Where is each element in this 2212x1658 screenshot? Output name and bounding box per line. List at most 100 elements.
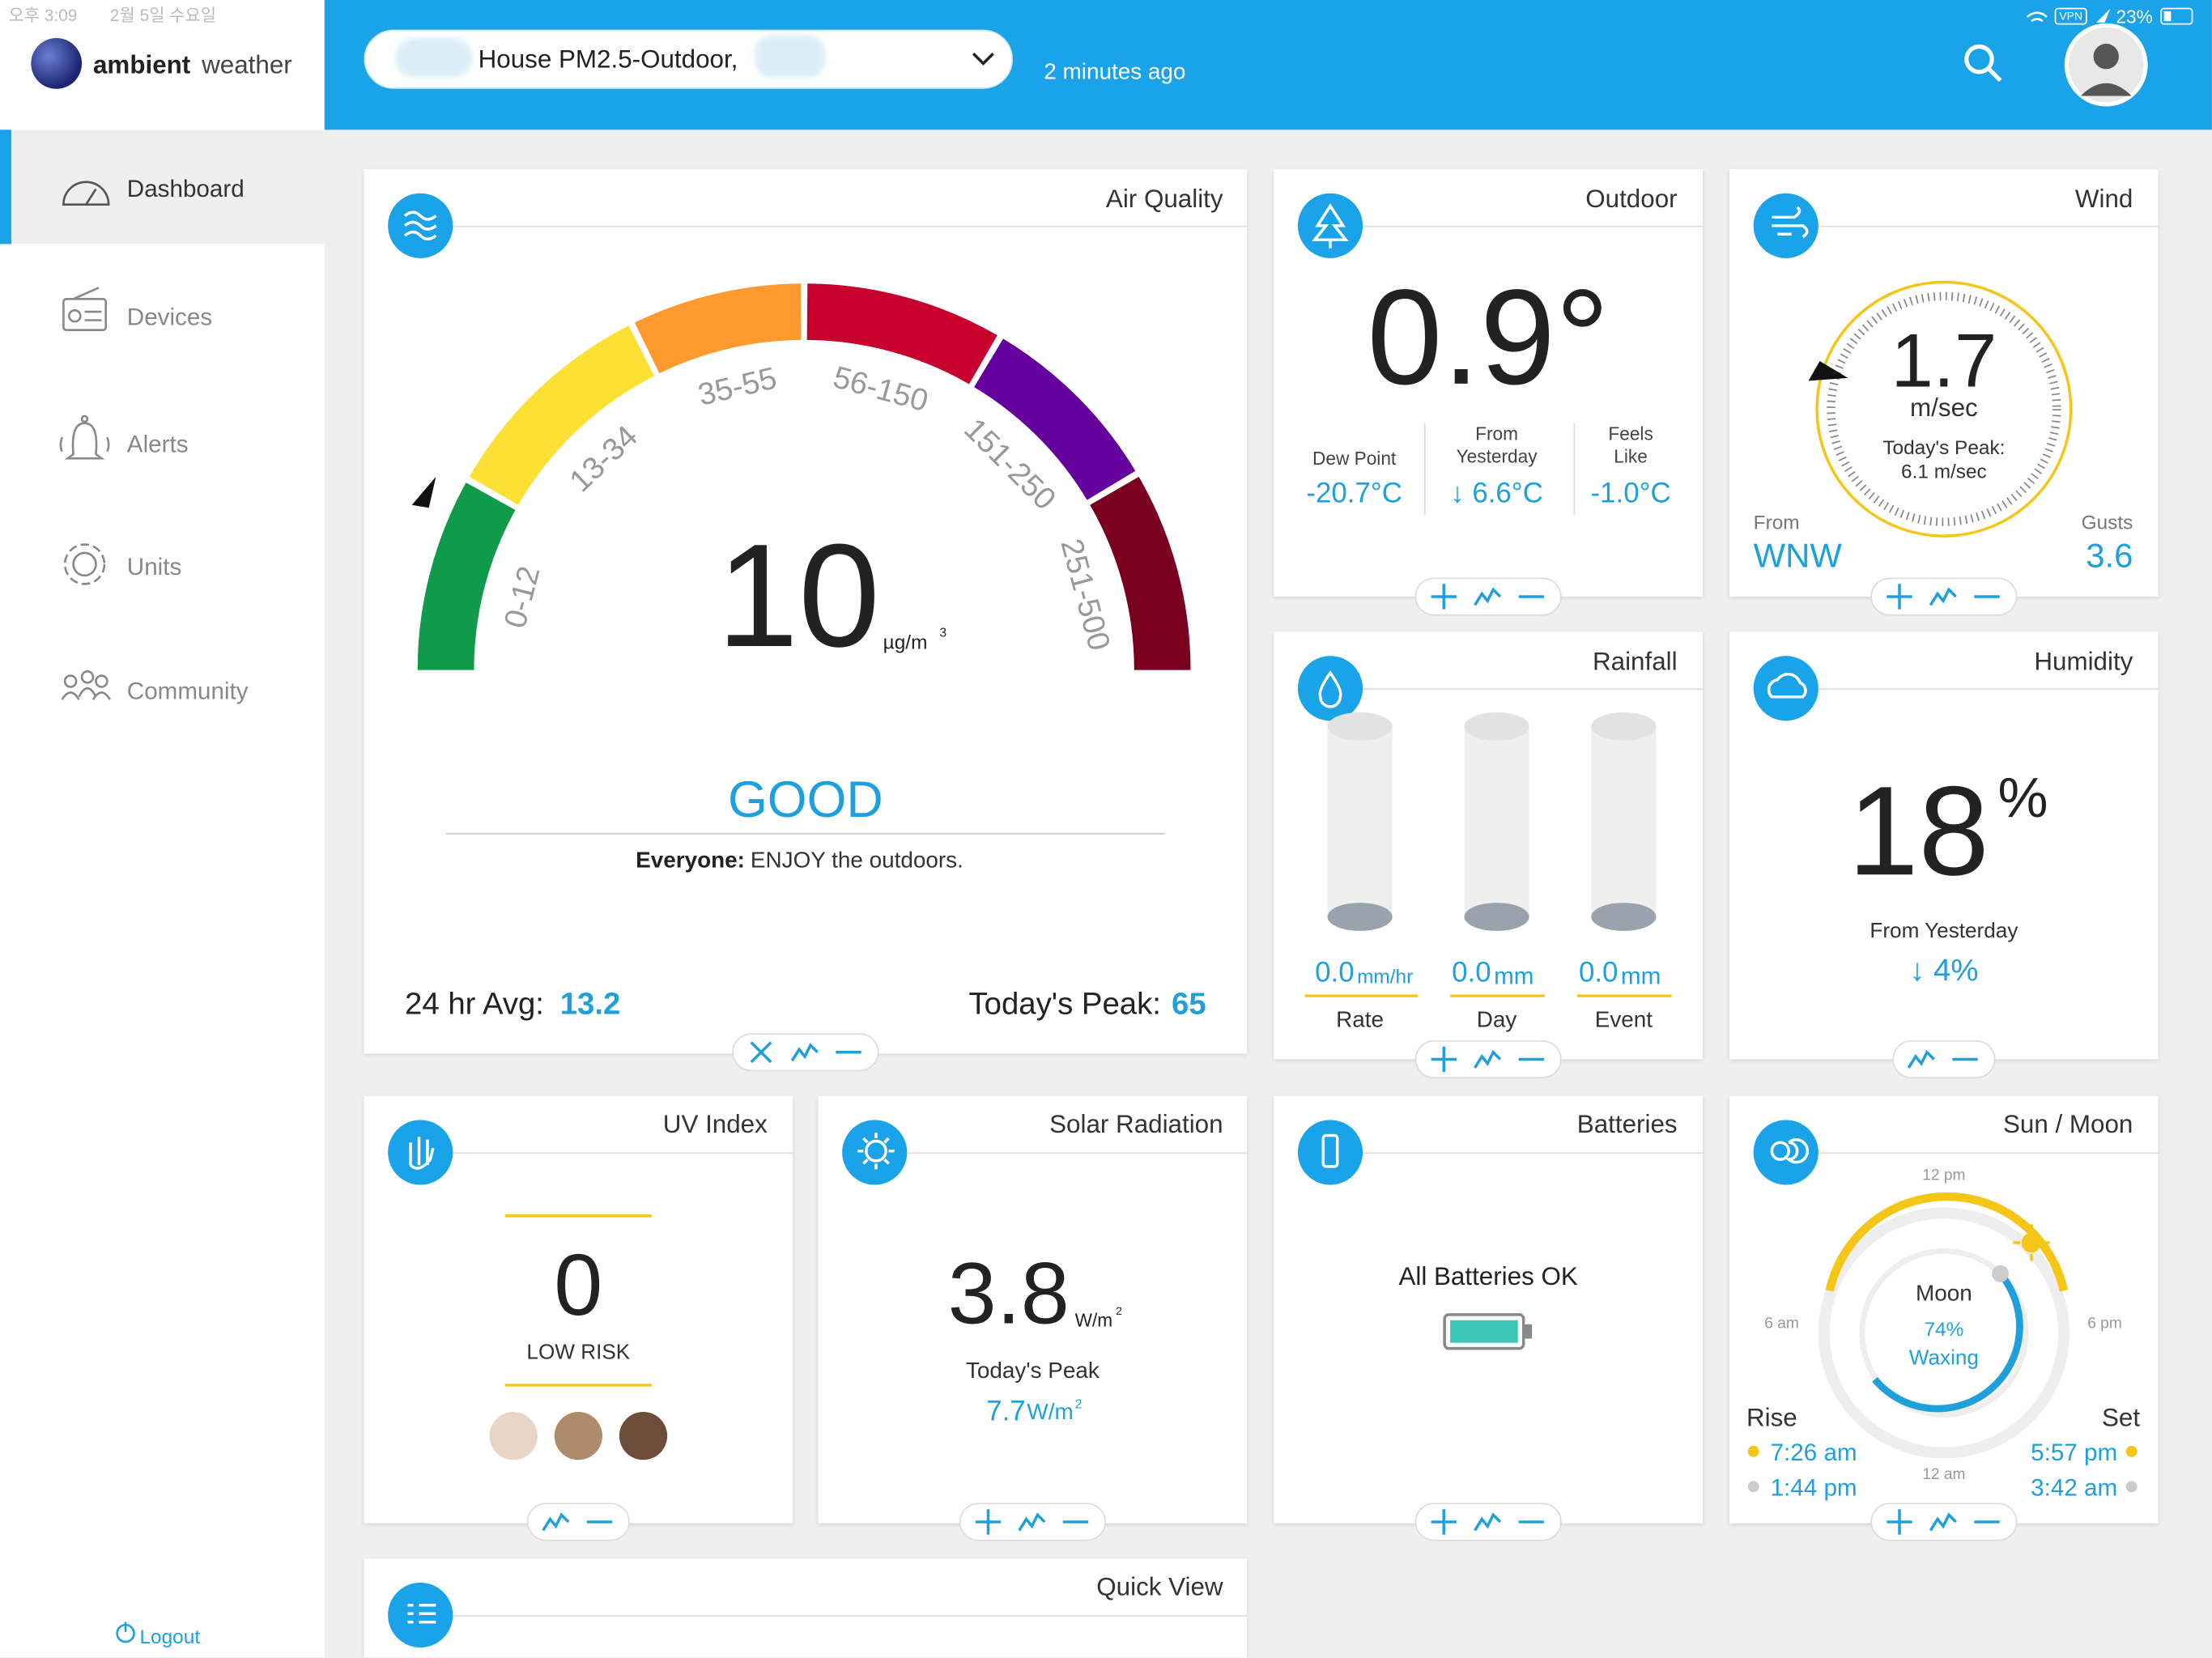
chart-button[interactable] [1929,1512,1957,1532]
card-controls [1892,1039,1996,1078]
wind-ring [1815,280,2073,538]
control-icon [1929,587,1957,606]
wind-unit: m/sec [1910,393,1978,422]
wind-peak-label: Today's Peak: [1882,436,2006,459]
gauge-needle [411,476,436,508]
card-controls [732,1033,879,1072]
status-time: 오후 3:09 [8,5,78,26]
solar-peak-label: Today's Peak [965,1359,1100,1384]
control-icon [1431,1046,1457,1073]
redacted [394,38,473,78]
card-title: Sun / Moon [2002,1110,2133,1139]
batteries-card [1274,1095,1703,1524]
nav-item[interactable]: Units [126,553,182,580]
gauge-segment [974,338,1136,500]
logout[interactable]: Logout [139,1625,201,1648]
control-icon [1018,1512,1046,1532]
controls-pill [1892,1039,1996,1078]
nav-item[interactable]: Community [126,678,249,705]
nav-icons [59,181,135,1643]
expand-button[interactable] [1431,584,1457,610]
nav-active-bar [0,130,11,244]
chart-button[interactable] [1018,1512,1046,1532]
from-yesterday: ↓ 6.6°C [1450,478,1543,509]
control-icon [1431,1509,1457,1535]
humidity-value: 18 [1848,761,1989,903]
chart-button[interactable] [1474,1512,1502,1532]
aq-unit: µg/m [883,630,928,653]
card-controls [1414,577,1562,616]
moon-set: 3:42 am [2031,1474,2118,1502]
card-controls [1870,577,2018,616]
chart-button[interactable] [1474,587,1502,606]
expand-button[interactable] [975,1509,1002,1535]
rain-value: 0.0 [1452,958,1491,989]
control-icon [1431,584,1457,610]
gauge-range-label: 0-12 [498,563,547,631]
aq-advice: ENJOY the outdoors. [750,848,963,874]
aq-advice-label: Everyone: [636,848,745,874]
card-controls [1870,1503,2018,1541]
rain-unit: mm [1494,963,1534,990]
dew-point: -20.7°C [1306,478,1402,509]
nav-item[interactable]: Alerts [126,431,189,458]
expand-button[interactable] [1431,1509,1457,1535]
chart-button[interactable] [1907,1049,1935,1069]
device-name[interactable]: House PM2.5-Outdoor, [478,45,738,74]
uv-lines [504,1214,652,1387]
battery-icon [1443,1313,1533,1350]
aq-avg-label: 24 hr Avg: [405,985,544,1022]
control-icon [1474,1049,1502,1069]
outdoor-dividers [1423,423,1576,515]
wind-arrow [1808,361,1848,381]
card-title: Wind [2074,185,2133,214]
humidity-from-label: From Yesterday [1870,919,2018,943]
aq-unit-sup: 3 [939,625,947,640]
expand-button[interactable] [1887,1509,1912,1535]
gusts: 3.6 [2086,537,2133,576]
aq-value: 10 [717,514,880,679]
moon-percent: 74% [1924,1317,1964,1341]
card-title: Solar Radiation [1049,1110,1223,1139]
from-yesterday-label: From Yesterday [1456,423,1538,467]
rain-unit: mm [1620,963,1661,990]
quick-view-card [364,1558,1248,1658]
feels-like: -1.0°C [1590,478,1671,509]
gauge-segment [417,483,516,670]
rise-label: Rise [1746,1403,1797,1432]
humidity-change: ↓ 4% [1909,952,1979,988]
brand-light: weather [202,50,292,79]
dial-label: 12 pm [1922,1167,1966,1184]
chart-button[interactable] [1929,587,1957,606]
controls-pill [526,1503,630,1541]
solar-peak-unit: W/m [1027,1401,1074,1425]
aq-avg: 13.2 [559,985,621,1022]
rain-unit: mm/hr [1357,964,1414,988]
solar-card [818,1095,1248,1524]
sun-rise: 7:26 am [1770,1439,1857,1467]
expand-button[interactable] [1887,584,1912,610]
chart-button[interactable] [790,1043,819,1062]
outdoor-temp: 0.9° [1367,262,1610,414]
dial-label: 6 am [1764,1315,1799,1333]
card-icons [403,203,1810,1624]
nav-item[interactable]: Dashboard [126,175,245,203]
humidity-card [1729,631,2159,1060]
control-icon [1474,1512,1502,1532]
chart-button[interactable] [1474,1049,1502,1069]
rain-label: Rate [1336,1008,1385,1033]
gauge-range-label: 56-150 [829,359,931,419]
card-controls [1414,1039,1562,1078]
expand-button[interactable] [1431,1046,1457,1073]
nav-item[interactable]: Devices [126,304,213,331]
close-button[interactable] [750,1041,772,1064]
chart-button[interactable] [542,1512,570,1532]
updated-time: 2 minutes ago [1044,60,1186,85]
moon-rise: 1:44 pm [1770,1474,1857,1502]
card-title: Rainfall [1593,647,1678,676]
rain-label: Event [1594,1008,1653,1033]
gauge-range-label: 251-500 [1053,535,1117,654]
gauge-segment [806,283,998,385]
